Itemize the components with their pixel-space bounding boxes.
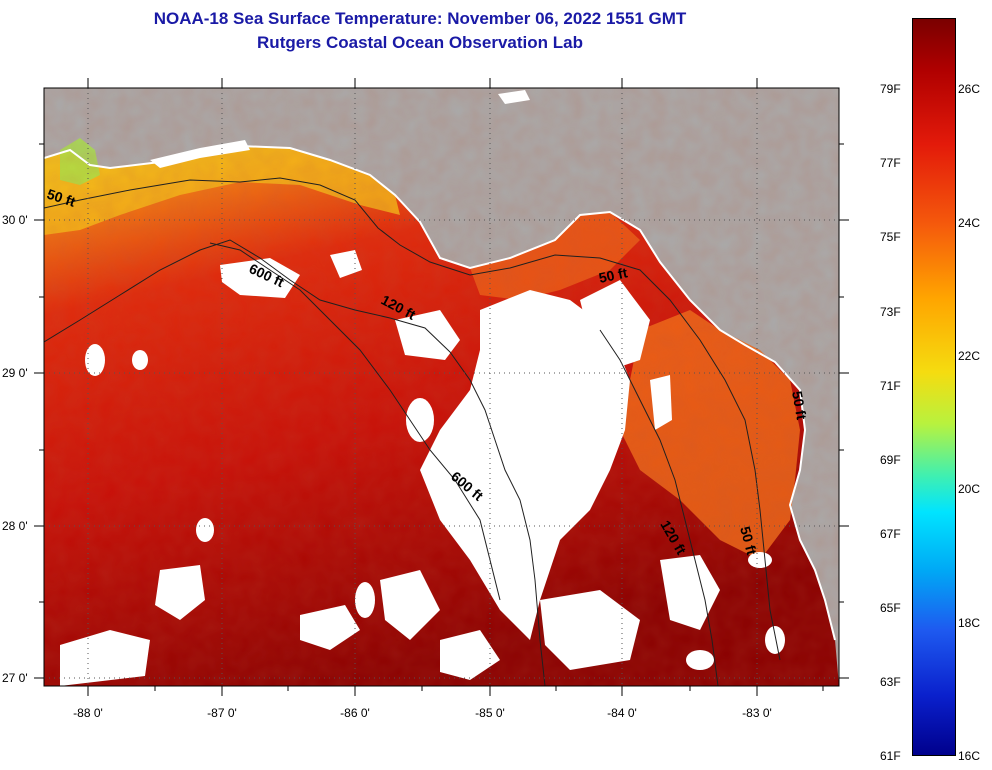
- colorbar-f-label: 79F: [880, 82, 901, 96]
- contour-label-50ft-bigbend: 50 ft: [597, 264, 629, 286]
- map-subtitle: Rutgers Coastal Ocean Observation Lab: [257, 33, 583, 52]
- contour-label-50ft-coast: 50 ft: [789, 390, 810, 421]
- colorbar-f-label: 61F: [880, 749, 901, 763]
- contour-label-50ft-east: 50 ft: [737, 525, 760, 557]
- lat-label: 30 0': [2, 213, 28, 227]
- sst-map: 50 ft 600 ft 120 ft 50 ft 600 ft 120 ft …: [2, 78, 849, 720]
- colorbar-f-label: 69F: [880, 453, 901, 467]
- lat-label: 29 0': [2, 366, 28, 380]
- bathymetry-contours: [44, 177, 781, 686]
- inland-water: [150, 90, 530, 168]
- colorbar-c-label: 22C: [958, 349, 981, 363]
- colorbar-f-label: 75F: [880, 230, 901, 244]
- colorbar-f-label: 65F: [880, 601, 901, 615]
- colorbar-c-label: 18C: [958, 616, 981, 630]
- lon-label: -88 0': [73, 706, 103, 720]
- colorbar-f-label: 63F: [880, 675, 901, 689]
- colorbar-f-label: 73F: [880, 305, 901, 319]
- map-title: NOAA-18 Sea Surface Temperature: Novembe…: [153, 9, 687, 28]
- colorbar-c-label: 20C: [958, 482, 981, 496]
- lat-label: 27 0': [2, 671, 28, 685]
- lon-label: -87 0': [207, 706, 237, 720]
- colorbar-f-label: 71F: [880, 379, 901, 393]
- colorbar-c-label: 26C: [958, 82, 981, 96]
- lon-label: -84 0': [607, 706, 637, 720]
- temperature-colorbar: [912, 18, 956, 756]
- colorbar-f-label: 67F: [880, 527, 901, 541]
- lon-label: -83 0': [742, 706, 772, 720]
- cloud-cover: [60, 250, 785, 686]
- lon-label: -85 0': [475, 706, 505, 720]
- lon-label: -86 0': [340, 706, 370, 720]
- colorbar-c-label: 16C: [958, 749, 981, 763]
- coastline: [44, 144, 836, 641]
- colorbar-c-label: 24C: [958, 216, 981, 230]
- lat-label: 28 0': [2, 519, 28, 533]
- colorbar-f-label: 77F: [880, 156, 901, 170]
- axis-ticks: [34, 78, 849, 696]
- map-frame: [43, 87, 840, 687]
